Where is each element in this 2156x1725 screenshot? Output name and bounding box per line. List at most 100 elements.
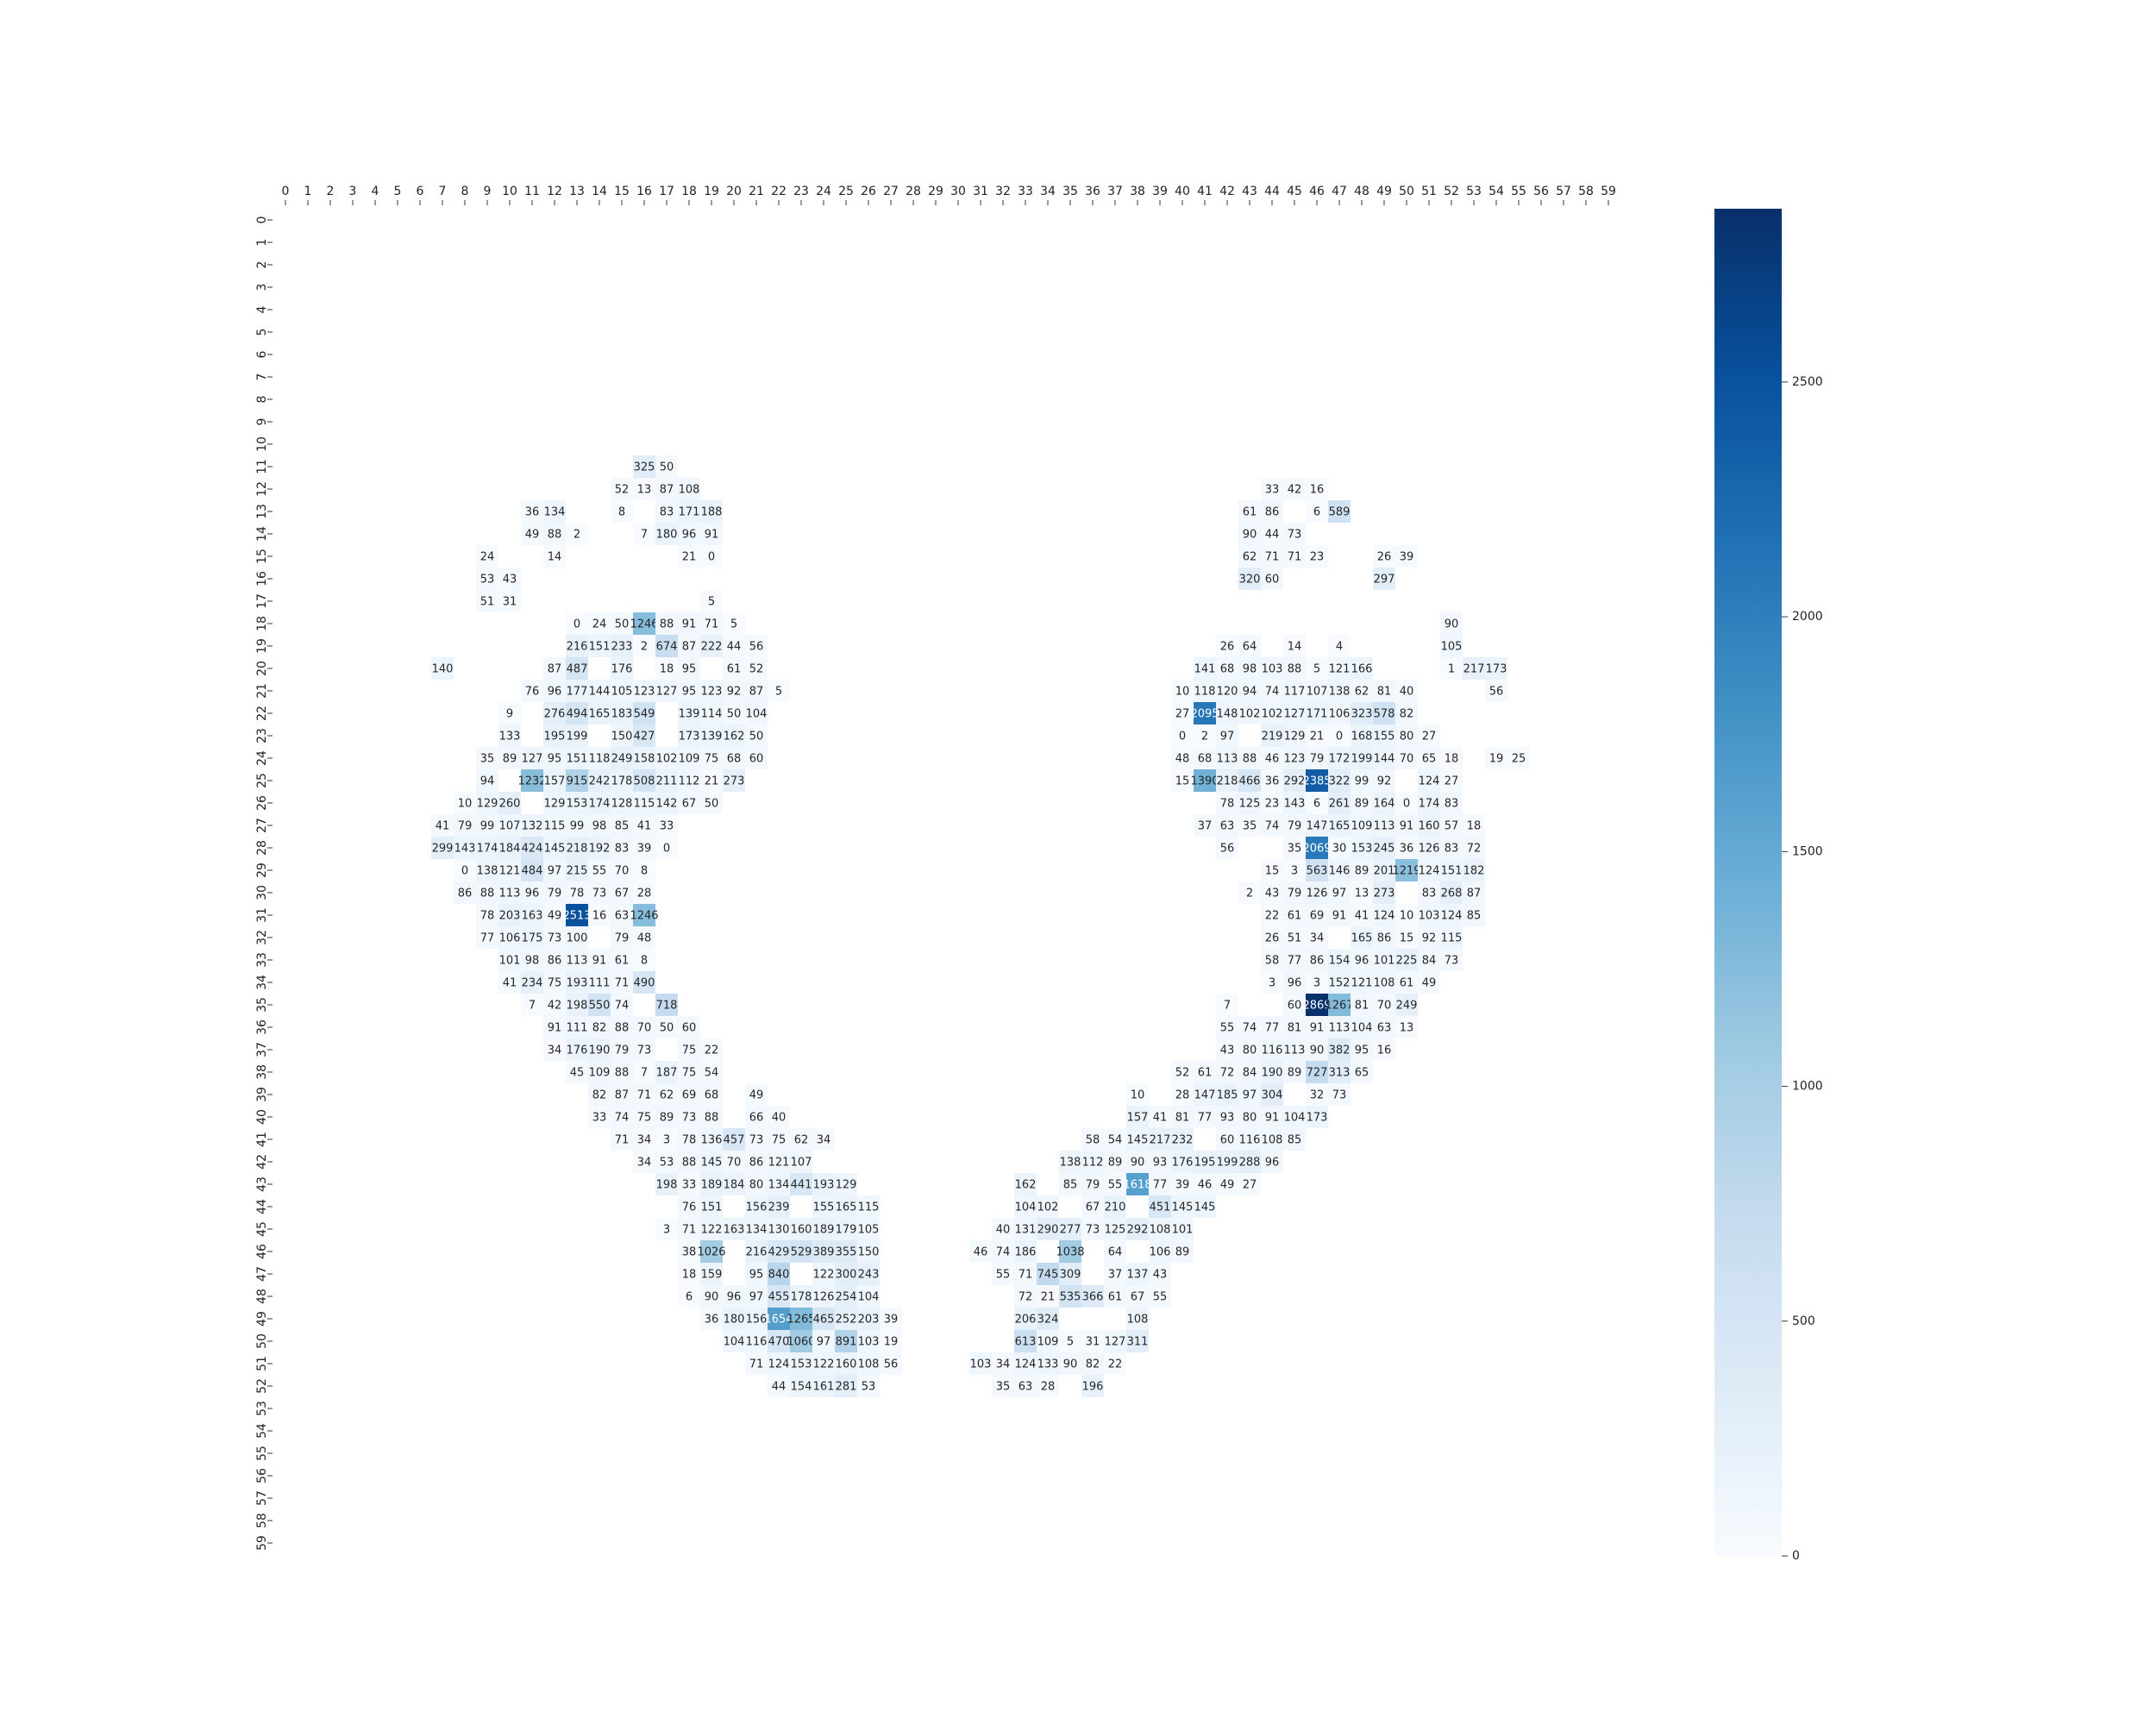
heatmap-cell: [655, 680, 678, 702]
heatmap-cell: [1283, 635, 1306, 657]
heatmap-cell: [1418, 747, 1440, 769]
heatmap-cell: [1261, 792, 1283, 814]
heatmap-cell: [498, 792, 521, 814]
heatmap-cell: [1306, 500, 1328, 523]
heatmap-cell: [611, 635, 633, 657]
heatmap-cell: [588, 747, 611, 769]
cell-value-label: 192: [589, 843, 611, 856]
cell-value-label: 61: [1243, 506, 1257, 519]
y-tick-label: 9: [255, 418, 269, 426]
x-tick-label: 31: [973, 185, 988, 198]
cell-value-label: 16: [592, 910, 607, 923]
cell-value-label: 6: [1313, 506, 1320, 519]
x-tick-label: 42: [1219, 185, 1235, 198]
heatmap-cell: [566, 904, 588, 926]
heatmap-cell: [745, 635, 768, 657]
heatmap-cell: [1216, 724, 1238, 747]
heatmap-cell: [700, 680, 723, 702]
x-tick-label: 28: [906, 185, 921, 198]
y-tick-label: 48: [255, 1289, 269, 1304]
cell-value-label: 94: [480, 775, 495, 788]
cell-value-label: 99: [480, 820, 495, 833]
y-tick-label: 23: [255, 728, 269, 743]
y-tick-label: 15: [255, 549, 269, 564]
cell-value-label: 49: [548, 910, 562, 923]
y-tick-label: 14: [255, 526, 269, 542]
x-tick-label: 9: [484, 185, 492, 198]
cell-value-label: 39: [637, 843, 652, 856]
y-tick-label: 7: [255, 373, 269, 381]
heatmap-cell: [498, 837, 521, 859]
cell-value-label: 62: [1355, 686, 1369, 699]
y-tick-label: 8: [255, 396, 269, 404]
y-tick-label: 49: [255, 1311, 269, 1327]
cell-value-label: 62: [1243, 551, 1257, 564]
heatmap-cell: [1351, 859, 1373, 881]
cell-value-label: 89: [503, 753, 517, 766]
cell-value-label: 126: [1307, 888, 1328, 900]
heatmap-cell: [588, 702, 611, 724]
cell-value-label: 44: [1265, 529, 1280, 542]
cell-value-label: 19: [1489, 753, 1504, 766]
heatmap-cell: [1463, 657, 1485, 680]
cell-value-label: 151: [589, 641, 611, 654]
heatmap-cell: [700, 702, 723, 724]
x-tick-label: 47: [1332, 185, 1347, 198]
cell-value-label: 276: [544, 708, 566, 721]
heatmap-cell: [566, 769, 588, 792]
colorbar-tick-label: 1000: [1792, 1080, 1823, 1094]
cell-value-label: 494: [567, 708, 588, 721]
cell-value-label: 35: [1243, 820, 1257, 833]
cell-value-label: 163: [522, 910, 543, 923]
x-tick-label: 50: [1399, 185, 1414, 198]
cell-value-label: 5: [775, 686, 782, 699]
heatmap-cell: [1463, 859, 1485, 881]
cell-value-label: 0: [1179, 731, 1186, 743]
y-tick-label: 19: [255, 638, 269, 654]
heatmap-cell: [1283, 478, 1306, 500]
y-tick-label: 44: [255, 1199, 269, 1214]
y-tick-label: 16: [255, 571, 269, 586]
heatmap-cell: [1194, 680, 1216, 702]
heatmap-cell: [498, 926, 521, 949]
heatmap-cell: [543, 837, 566, 859]
heatmap-cell: [1238, 635, 1261, 657]
x-tick-label: 59: [1601, 185, 1616, 198]
heatmap-cell: [611, 881, 633, 904]
cell-value-label: 1219: [1392, 865, 1420, 878]
cell-value-label: 68: [1220, 663, 1235, 676]
heatmap-cell: [1283, 769, 1306, 792]
cell-value-label: 13: [1355, 888, 1369, 900]
cell-value-label: 94: [1243, 686, 1257, 699]
x-tick-label: 41: [1197, 185, 1213, 198]
heatmap-cell: [454, 881, 476, 904]
cell-value-label: 52: [615, 484, 630, 497]
y-tick-label: 26: [255, 795, 269, 811]
heatmap-cell: [566, 523, 588, 545]
x-tick-label: 1: [304, 185, 312, 198]
cell-value-label: 33: [660, 820, 674, 833]
x-tick-label: 46: [1309, 185, 1325, 198]
heatmap-cell: [543, 949, 566, 971]
cell-value-label: 88: [548, 529, 562, 542]
cell-value-label: 51: [480, 596, 495, 609]
heatmap-cell: [1395, 724, 1418, 747]
heatmap-cell: [1485, 680, 1507, 702]
heatmap-cell: [633, 523, 655, 545]
heatmap-cell: [655, 523, 678, 545]
heatmap-cell: [521, 747, 543, 769]
cell-value-label: 91: [1400, 820, 1414, 833]
cell-value-label: 67: [615, 888, 630, 900]
cell-value-label: 0: [461, 865, 468, 878]
heatmap-cell: [1216, 769, 1238, 792]
heatmap-cell: [1238, 747, 1261, 769]
cell-value-label: 99: [570, 820, 585, 833]
heatmap-cell: [1171, 702, 1194, 724]
heatmap-cell: [1395, 680, 1418, 702]
y-tick-label: 52: [255, 1378, 269, 1394]
heatmap-cell: [655, 747, 678, 769]
heatmap-cell: [1306, 478, 1328, 500]
colorbar-ticks: 0 500 1000 1500 2000 2500: [1782, 375, 1823, 1563]
heatmap-cell: [1328, 747, 1351, 769]
